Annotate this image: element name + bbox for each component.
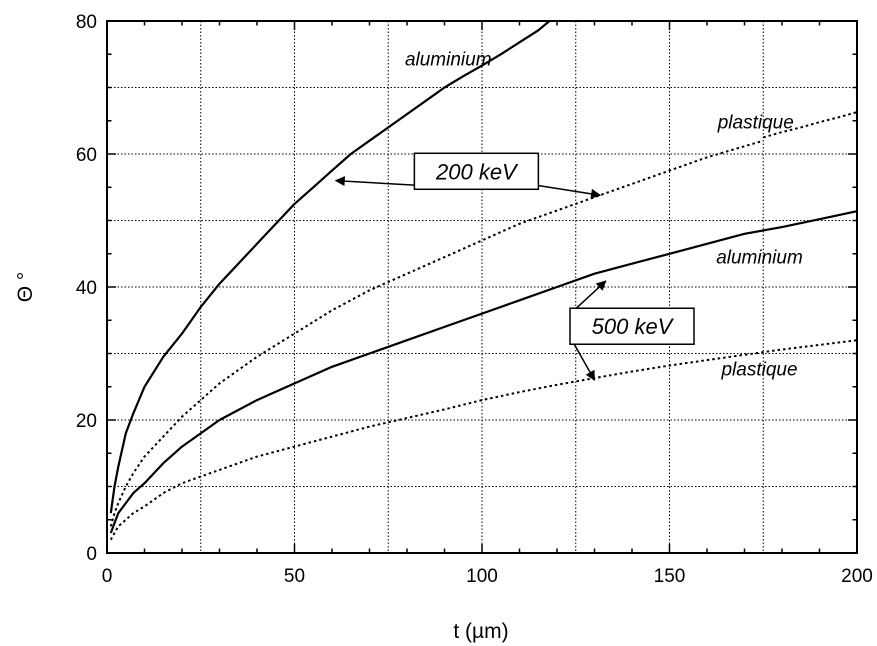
- x-tick-label: 0: [102, 566, 113, 587]
- curve-annotation: plastique: [720, 359, 797, 380]
- y-tick-label: 80: [76, 12, 97, 33]
- energy-label: 200 keV: [435, 159, 519, 184]
- arrow: [536, 184, 602, 199]
- y-tick-label: 40: [76, 278, 97, 299]
- y-tick-label: 60: [76, 145, 97, 166]
- curve-annotation: aluminium: [716, 248, 803, 269]
- arrow: [334, 176, 417, 187]
- label-box: [569, 307, 695, 345]
- x-tick-label: 150: [654, 566, 686, 587]
- boxed-labels: 200 keV 500 keV: [334, 152, 695, 381]
- series-line: [109, 210, 858, 534]
- y-tick-label: 20: [76, 411, 97, 432]
- x-axis-title: t (µm): [453, 620, 508, 643]
- curves: [109, 20, 858, 541]
- x-tick-label: 200: [841, 566, 873, 587]
- arrow: [571, 280, 607, 313]
- grid: [107, 21, 857, 553]
- label-box: [413, 152, 540, 191]
- curve-annotation: plastique: [717, 113, 794, 134]
- energy-label: 500 keV: [592, 314, 675, 339]
- x-tick-label: 100: [466, 566, 498, 587]
- curve-annotation: aluminium: [405, 50, 492, 71]
- tick-labels: 0 50 100 150 200 0 20 40 60 80: [76, 12, 873, 587]
- series-line: [109, 20, 551, 514]
- annotations: aluminium plastique aluminium plastique: [405, 50, 803, 381]
- ticks: [106, 20, 858, 554]
- y-tick-label: 0: [86, 544, 97, 565]
- series-line: [109, 139, 764, 527]
- arrow: [571, 339, 596, 381]
- x-tick-label: 50: [284, 566, 305, 587]
- y-axis-title: Θ °: [14, 272, 37, 303]
